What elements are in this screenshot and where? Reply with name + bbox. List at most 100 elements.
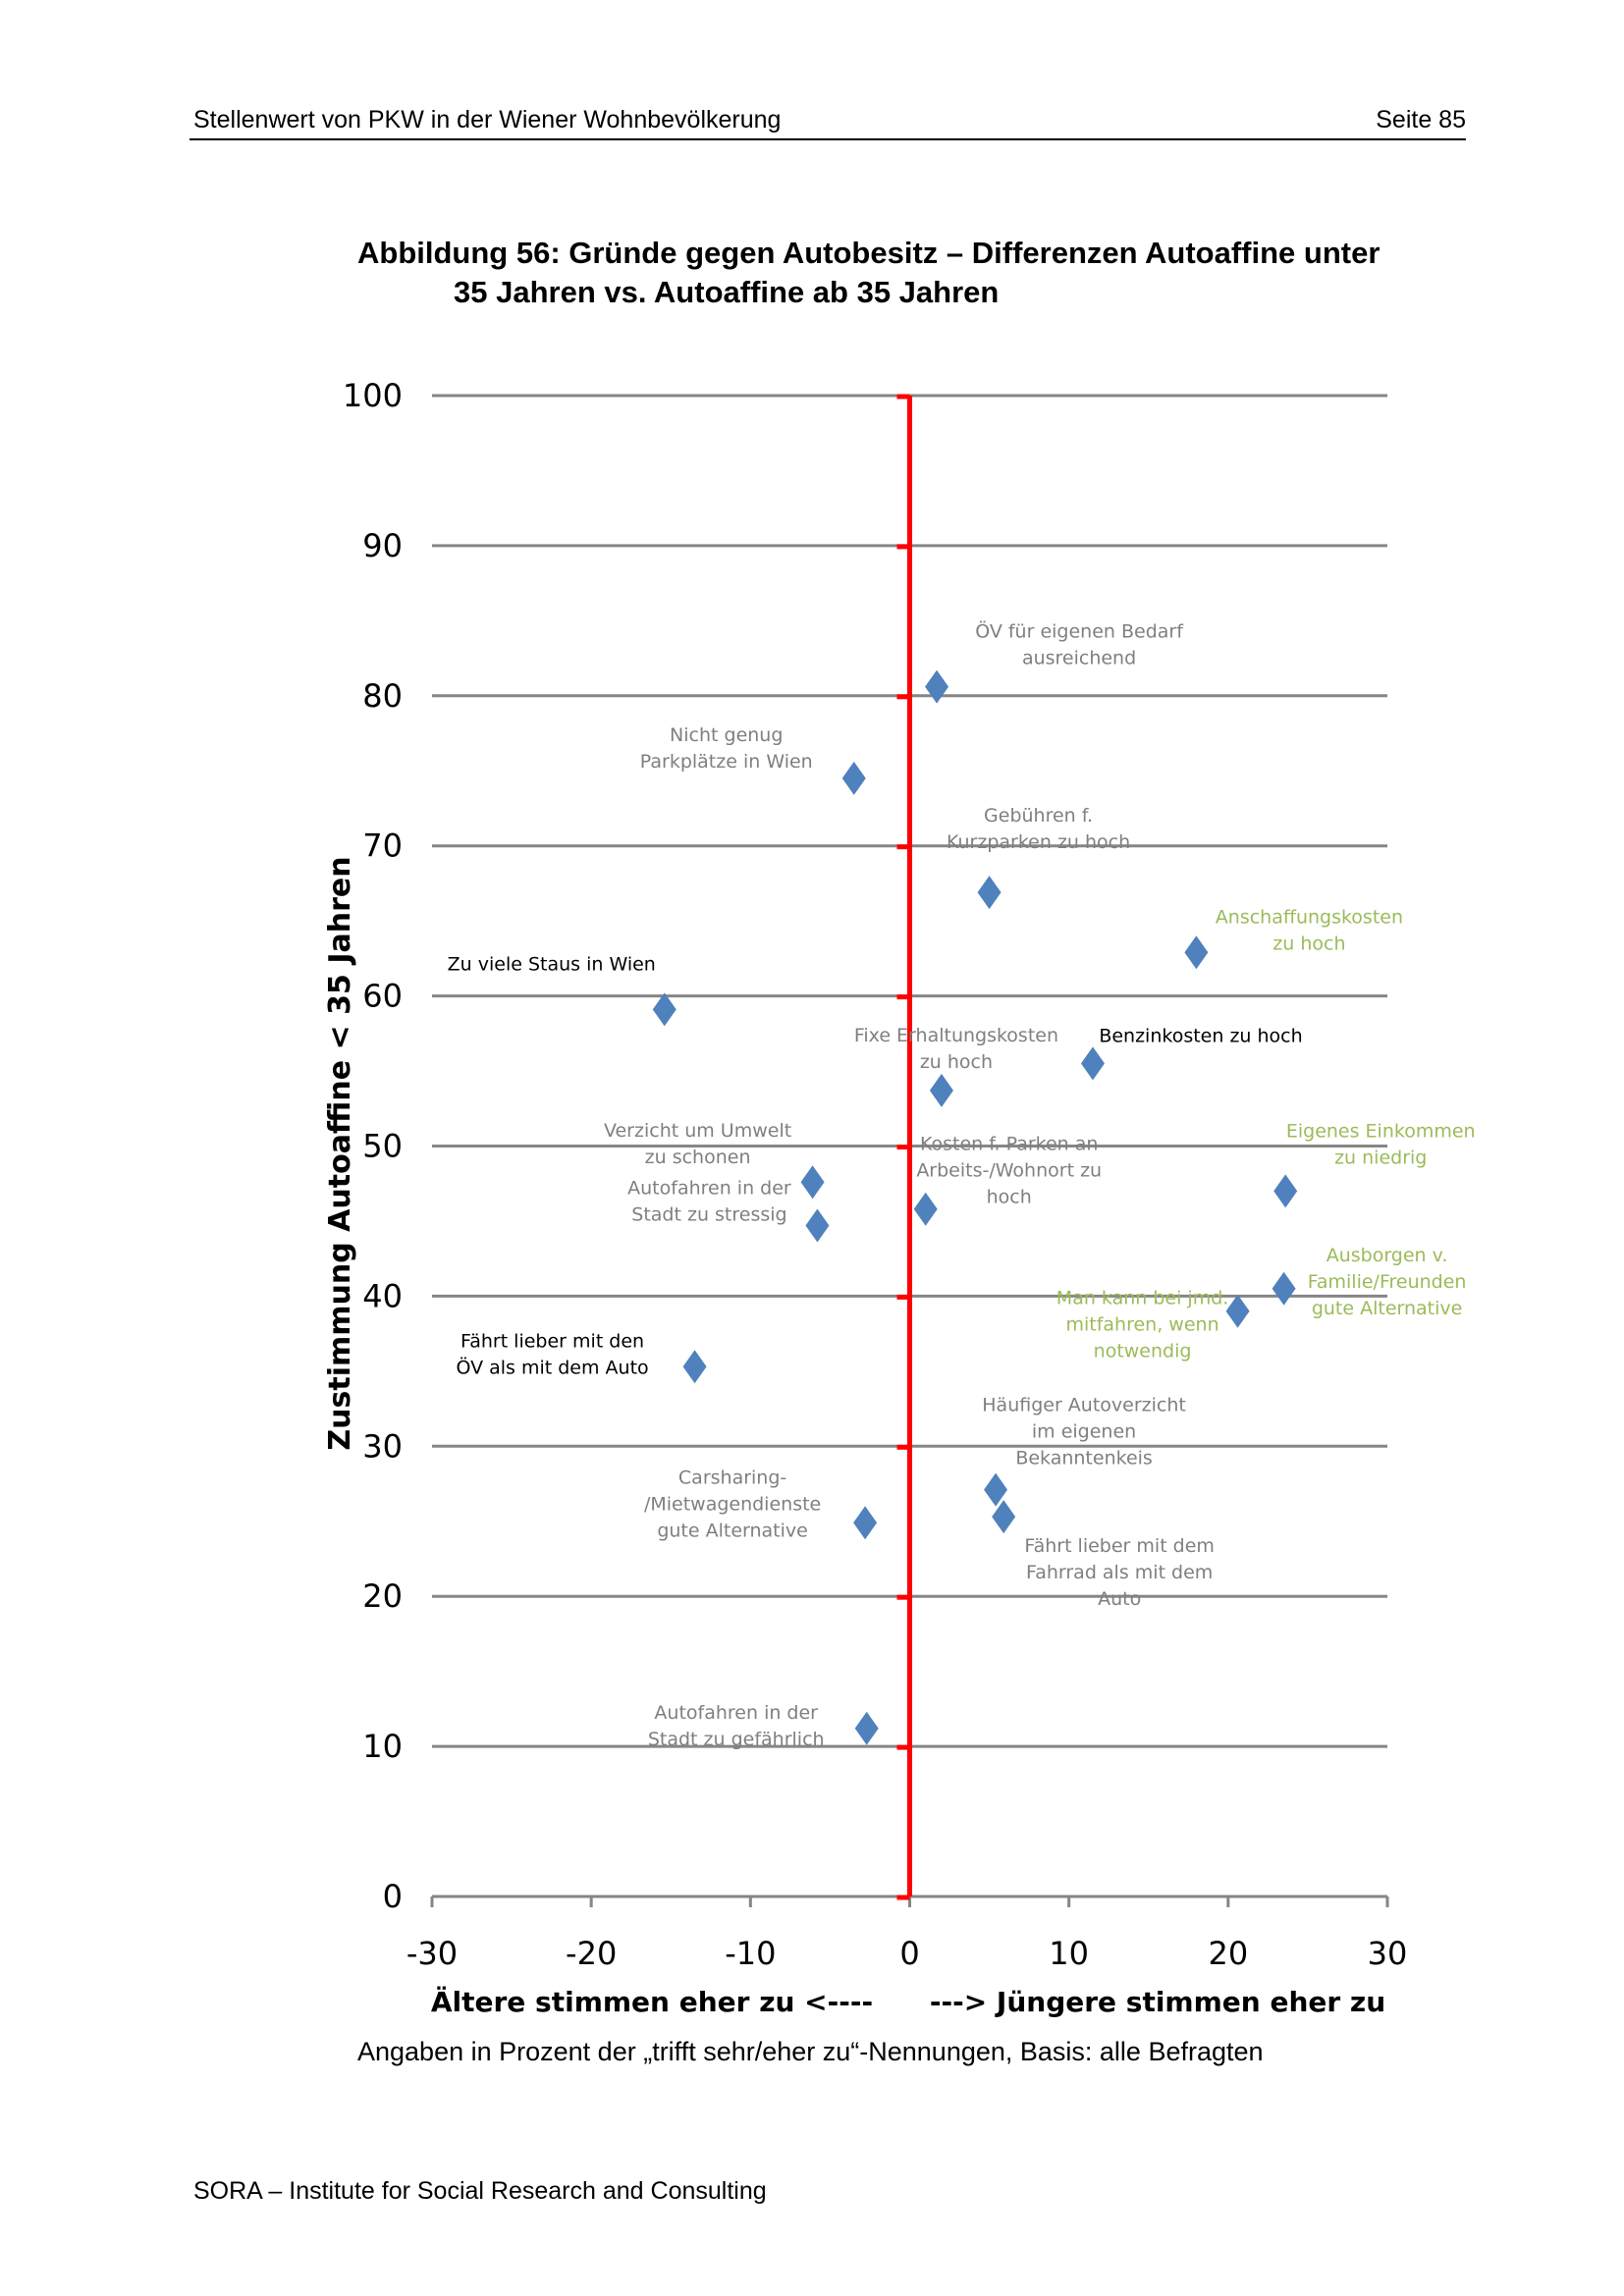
data-point-diamond <box>977 876 1001 910</box>
point-label: Anschaffungskosten zu hoch <box>1216 906 1403 954</box>
point-label: ÖV für eigenen Bedarf ausreichend <box>975 620 1184 669</box>
point-label-line: ausreichend <box>1022 648 1136 669</box>
x-tick-label: -10 <box>725 1935 776 1972</box>
point-label: Häufiger Autoverzicht im eigenen Bekannten… <box>982 1395 1186 1469</box>
data-point-diamond <box>805 1208 830 1243</box>
data-point-diamond <box>925 669 949 704</box>
x-tick-label: 20 <box>1208 1935 1248 1972</box>
y-tick-label: 20 <box>362 1577 403 1615</box>
x-axis-label-left: Ältere stimmen eher zu <---- <box>431 1985 873 2018</box>
x-tick-label: 0 <box>899 1935 919 1972</box>
point-label-line: Parkplätze in Wien <box>640 751 813 773</box>
point-label-line: zu hoch <box>1272 933 1345 954</box>
point-label: Autofahren in der Stadt zu gefährlich <box>648 1702 825 1750</box>
zero-reference-line <box>896 394 912 1900</box>
point-label-line: Fährt lieber mit dem <box>1024 1535 1215 1557</box>
x-axis-label-right: ---> Jüngere stimmen eher zu <box>930 1986 1385 2018</box>
point-label-line: Man kann bei jmd. <box>1056 1288 1229 1309</box>
y-tick-labels: 0 10 20 30 40 50 60 70 80 90 100 <box>343 377 403 1915</box>
point-label-line: ÖV für eigenen Bedarf <box>975 620 1184 643</box>
point-label-line: Familie/Freunden <box>1308 1271 1467 1293</box>
figure-title-line2: 35 Jahren vs. Autoaffine ab 35 Jahren <box>454 275 1000 309</box>
point-label-line: Stadt zu gefährlich <box>648 1729 825 1750</box>
point-label: Autofahren in der Stadt zu stressig <box>627 1178 791 1226</box>
data-point-diamond <box>800 1165 825 1200</box>
y-tick-label: 80 <box>362 677 403 715</box>
point-label-line: Fahrrad als mit dem <box>1026 1562 1213 1583</box>
y-tick-label: 40 <box>362 1277 403 1314</box>
header-rule <box>189 138 1466 140</box>
point-label-line: Benzinkosten zu hoch <box>1099 1025 1302 1046</box>
point-label-line: Carsharing- <box>678 1467 786 1488</box>
x-tick-label: 30 <box>1368 1935 1408 1972</box>
point-label-line: Nicht genug <box>670 724 783 746</box>
data-point-diamond <box>841 761 866 795</box>
data-point-diamond <box>853 1506 878 1540</box>
data-points <box>652 669 1298 1745</box>
y-tick-label: 30 <box>362 1427 403 1465</box>
point-label-line: Bekanntenkeis <box>1015 1448 1153 1469</box>
point-label-line: mitfahren, wenn <box>1065 1314 1218 1336</box>
y-tick-label: 70 <box>362 828 403 865</box>
point-label-line: Auto <box>1098 1588 1141 1610</box>
point-label-line: im eigenen <box>1032 1421 1136 1443</box>
point-label: Verzicht um Umwelt zu schonen <box>604 1120 791 1168</box>
data-point-diamond <box>1272 1271 1296 1306</box>
y-tick-label: 50 <box>362 1128 403 1165</box>
x-tick-label: -30 <box>406 1935 458 1972</box>
y-tick-label: 100 <box>343 377 403 414</box>
y-tick-label: 10 <box>362 1728 403 1765</box>
y-tick-label: 0 <box>383 1878 403 1915</box>
point-label-line: ÖV als mit dem Auto <box>456 1356 648 1378</box>
point-label-line: Anschaffungskosten <box>1216 906 1403 928</box>
point-label-line: Kosten f. Parken an <box>920 1134 1098 1155</box>
point-label-line: notwendig <box>1094 1341 1192 1362</box>
data-point-diamond <box>913 1192 938 1226</box>
data-point-diamond <box>1080 1046 1105 1081</box>
point-label: Fährt lieber mit den ÖV als mit dem Auto <box>456 1330 648 1378</box>
point-label-line: Fährt lieber mit den <box>460 1330 644 1352</box>
point-label: Zu viele Staus in Wien <box>448 953 656 975</box>
point-label-line: Eigenes Einkommen <box>1286 1120 1476 1142</box>
point-label-line: Häufiger Autoverzicht <box>982 1395 1186 1416</box>
point-label: Eigenes Einkommen zu niedrig <box>1286 1120 1476 1168</box>
point-label-line: Verzicht um Umwelt <box>604 1120 791 1142</box>
y-axis-label: Zustimmung Autoaffine < 35 Jahren <box>323 856 357 1450</box>
point-label-line: Fixe Erhaltungskosten <box>854 1025 1058 1046</box>
data-point-diamond <box>984 1472 1008 1507</box>
point-label-line: Gebühren f. <box>984 805 1093 827</box>
point-label-line: Ausborgen v. <box>1326 1245 1448 1266</box>
data-point-diamond <box>682 1350 707 1384</box>
y-tick-label: 90 <box>362 527 403 564</box>
point-label-line: Zu viele Staus in Wien <box>448 953 656 975</box>
point-label: Ausborgen v. Familie/Freunden gute Alterna… <box>1308 1245 1467 1319</box>
data-point-diamond <box>992 1500 1016 1534</box>
page-number: Seite 85 <box>1376 106 1466 133</box>
point-label-line: Kurzparken zu hoch <box>947 831 1130 853</box>
data-point-diamond <box>929 1073 953 1107</box>
point-labels: ÖV für eigenen Bedarf ausreichend Nicht ge… <box>448 620 1476 1750</box>
point-label-line: zu hoch <box>920 1051 993 1073</box>
point-label-line: gute Alternative <box>657 1520 808 1541</box>
x-tick-labels: -30 -20 -10 0 10 20 30 <box>406 1935 1407 1972</box>
point-label: Benzinkosten zu hoch <box>1099 1025 1302 1046</box>
point-label-line: gute Alternative <box>1312 1298 1463 1319</box>
point-label: Man kann bei jmd. mitfahren, wenn notwendi… <box>1056 1288 1229 1362</box>
point-label: Fixe Erhaltungskosten zu hoch <box>854 1025 1058 1073</box>
point-label-line: zu schonen <box>645 1147 751 1168</box>
point-label-line: zu niedrig <box>1334 1147 1427 1168</box>
point-label: Carsharing- /Mietwagendienste gute Alterna… <box>644 1467 821 1541</box>
point-label: Gebühren f. Kurzparken zu hoch <box>947 805 1130 853</box>
data-point-diamond <box>1225 1294 1250 1328</box>
point-label-line: Arbeits-/Wohnort zu <box>916 1160 1102 1182</box>
y-tick-label: 60 <box>362 978 403 1015</box>
figure-title: Abbildung 56: Gründe gegen Autobesitz – … <box>357 234 1380 312</box>
data-point-diamond <box>652 992 677 1027</box>
point-label: Fährt lieber mit dem Fahrrad als mit dem A… <box>1024 1535 1215 1610</box>
running-header-title: Stellenwert von PKW in der Wiener Wohnbe… <box>193 106 782 133</box>
x-tick-label: -20 <box>566 1935 617 1972</box>
point-label-line: Autofahren in der <box>654 1702 818 1724</box>
point-label-line: hoch <box>987 1187 1032 1208</box>
figure-title-line1: Abbildung 56: Gründe gegen Autobesitz – … <box>357 236 1380 270</box>
